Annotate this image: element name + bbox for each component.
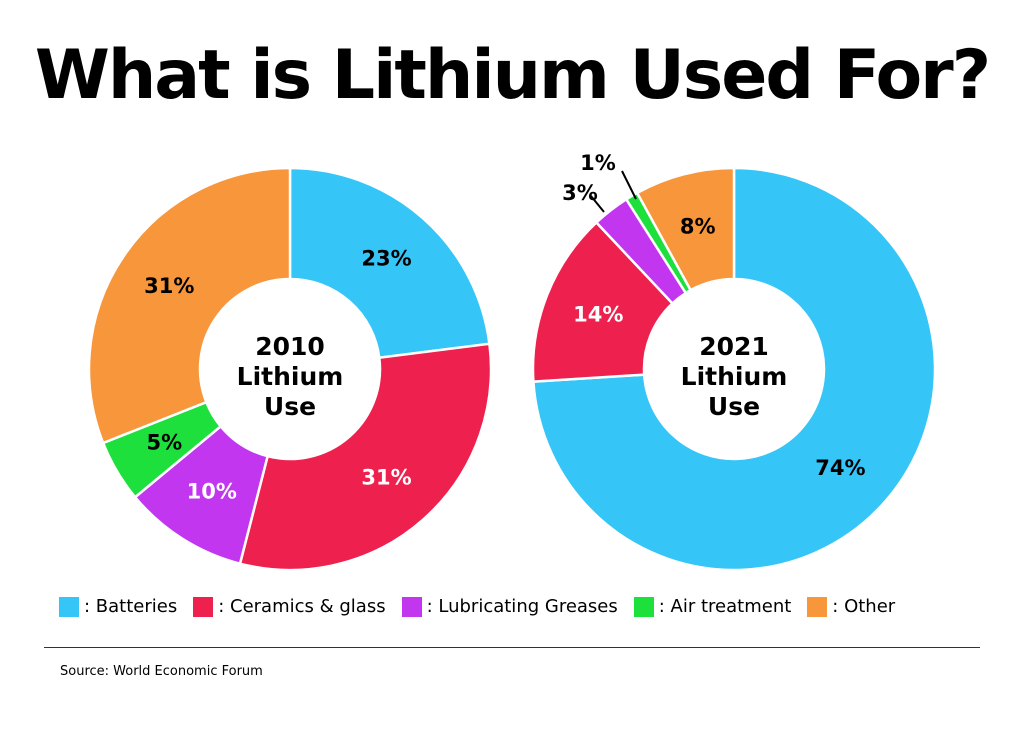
callout-line-lubricating-greases-2021 (590, 195, 605, 213)
center-label-2021-line-3: Use (708, 392, 760, 421)
page-title: What is Lithium Used For? (34, 36, 991, 115)
legend-label-batteries: : Batteries (84, 596, 178, 617)
legend-item-other: : Other (807, 596, 895, 617)
donut-hole-2010 (200, 279, 380, 459)
legend-item-batteries: : Batteries (59, 596, 177, 617)
pct-label-lubricating-greases-2021: 3% (562, 181, 598, 205)
pct-label-lubricating-greases-2010: 10% (187, 479, 237, 503)
center-label-2021-line-2: Lithium (681, 362, 788, 391)
legend: : Batteries : Ceramics & glass : Lubrica… (59, 596, 911, 617)
legend-swatch-lubricating-greases (401, 596, 422, 617)
legend-swatch-batteries (59, 596, 79, 617)
legend-label-lubricating-greases: : Lubricating Greases (426, 596, 618, 617)
center-label-2010-line-1: 2010 (255, 332, 325, 361)
pct-label-other-2010: 31% (144, 274, 194, 298)
pct-label-ceramics-glass-2010: 31% (361, 466, 411, 490)
legend-item-air-treatment: : Air treatment (633, 596, 792, 617)
pct-label-batteries-2021: 74% (815, 456, 865, 480)
pct-label-other-2021: 8% (680, 215, 716, 239)
pct-label-air-treatment-2010: 5% (147, 430, 183, 454)
center-label-2021-line-1: 2021 (699, 332, 769, 361)
legend-label-other: : Other (832, 596, 896, 617)
legend-item-lubricating-greases: : Lubricating Greases (401, 596, 618, 617)
center-label-2010-line-2: Lithium (237, 362, 344, 391)
legend-swatch-ceramics-glass (193, 596, 214, 617)
pct-label-air-treatment-2021: 1% (580, 151, 616, 175)
legend-label-ceramics-glass: : Ceramics & glass (218, 596, 386, 617)
divider (44, 647, 980, 648)
legend-item-ceramics-glass: : Ceramics & glass (193, 596, 386, 617)
pct-label-batteries-2010: 23% (361, 246, 411, 270)
legend-swatch-air-treatment (633, 596, 654, 617)
legend-swatch-other (807, 596, 828, 617)
source-note: Source: World Economic Forum (60, 664, 263, 679)
pct-label-ceramics-glass-2021: 14% (573, 302, 623, 326)
callout-line-air-treatment-2021 (621, 170, 637, 200)
donut-hole-2021 (644, 279, 824, 459)
legend-label-air-treatment: : Air treatment (658, 596, 792, 617)
center-label-2010-line-3: Use (264, 392, 316, 421)
